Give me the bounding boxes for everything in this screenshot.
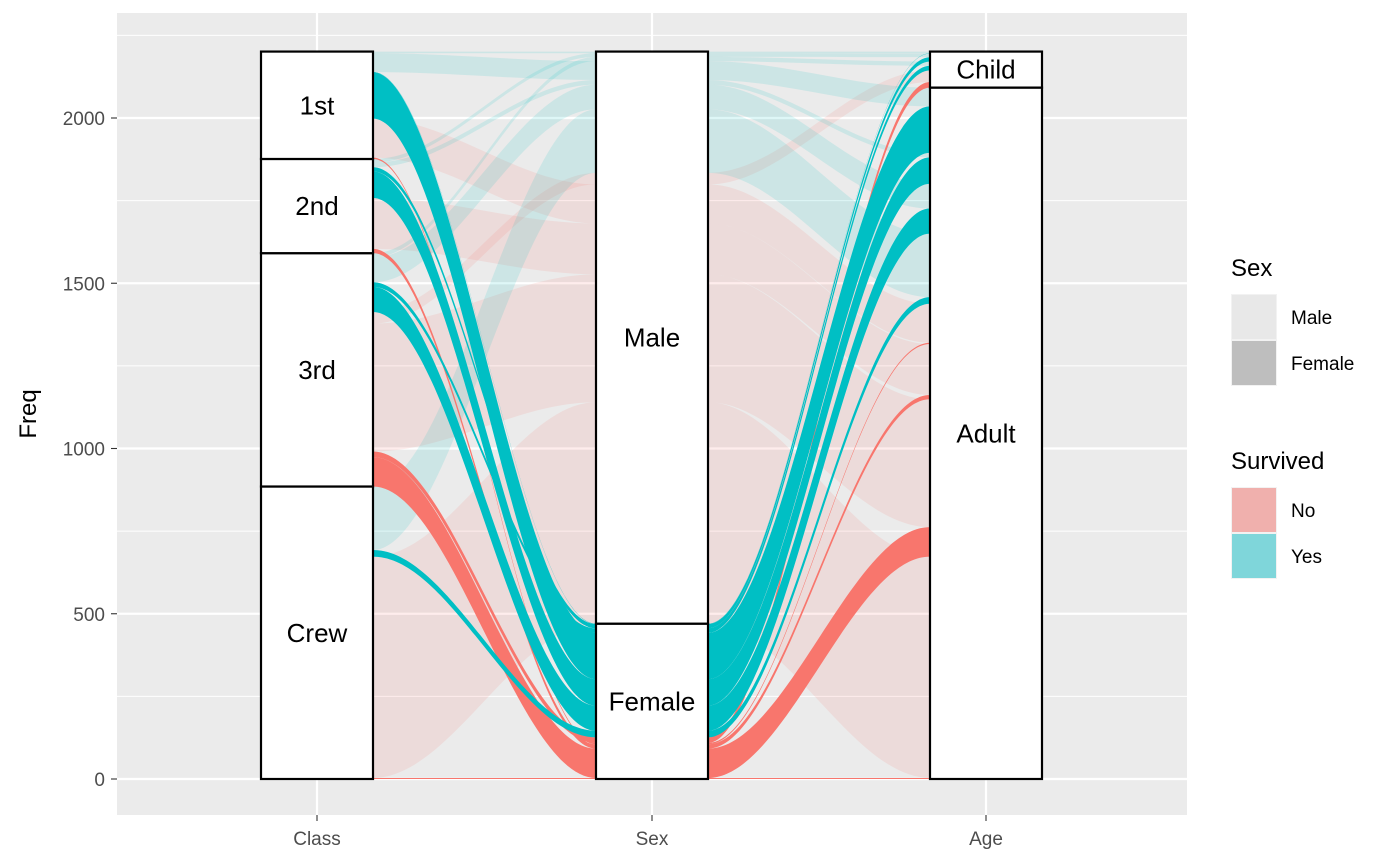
legend-label: Female [1291,354,1354,375]
flow-yes [708,106,930,680]
stratum-label: 1st [300,90,335,120]
background-flow [373,197,596,275]
flow-no [708,527,930,779]
background-flow [708,56,930,66]
legend-title: Survived [1231,448,1324,475]
stratum-label: Male [624,323,680,353]
legend-label: Male [1291,308,1332,329]
flow-yes [373,72,596,680]
foreground-flows [373,53,930,779]
background-flow [373,56,596,258]
stratum-label: Crew [287,618,348,648]
flow-no [708,342,930,745]
background-flow [708,51,930,54]
flow-no [373,457,596,779]
stratum-box [928,50,1044,89]
flow-no [373,451,596,743]
axes: 0 500 1000 1500 2000 Class Sex Age Freq [15,109,1003,850]
background-flow [373,79,596,168]
stratum-label: Female [609,686,696,716]
flow-yes [708,157,930,706]
y-tick-label: 0 [94,770,105,791]
x-tick-label: Class [293,829,341,850]
background-flow [708,402,930,779]
legend-key [1232,534,1276,578]
flow-yes [373,549,596,738]
y-tick-label: 1000 [63,440,105,461]
x-tick-label: Sex [636,829,669,850]
flow-yes [708,57,930,629]
background-flow [373,53,596,80]
stratum-box [259,485,375,781]
stratum-box [594,50,710,625]
legend-label: No [1291,501,1315,522]
flow-yes [373,282,596,633]
legend: Sex Male Female Survived No Yes [1231,255,1354,579]
flow-yes [708,208,930,731]
background-flow [373,118,596,224]
flow-yes [708,53,930,624]
legend-key [1232,488,1276,532]
stratum-box [928,86,1044,781]
background-flow [373,172,596,324]
flow-yes [373,286,596,731]
legend-key [1232,295,1276,339]
background-flow [373,51,596,54]
y-tick-label: 1500 [63,274,105,295]
stratum-label: Adult [956,418,1016,448]
stratum-label: 3rd [298,355,336,385]
legend-label: Yes [1291,547,1322,568]
flow-yes [373,171,596,706]
y-tick-label: 2000 [63,109,105,130]
stratum-box [259,157,375,255]
stratum-label: Child [956,55,1015,85]
background-flow [373,109,596,550]
background-flow [708,53,930,58]
background-flow [708,79,930,158]
background-flow [708,61,930,107]
background-flow [708,70,930,185]
background-flow [373,53,596,163]
y-axis-title: Freq [15,389,42,438]
flow-no [373,778,596,779]
background-flow [373,402,596,779]
flow-no [708,394,930,749]
flow-no [708,778,930,779]
stratum-box [594,622,710,781]
x-tick-label: Age [969,829,1003,850]
flow-yes [708,65,930,633]
stratum-label: 2nd [295,191,338,221]
stratum-box [259,50,375,161]
background-flow [708,84,930,209]
strata: Crew 3rd 2nd 1st Female Male Adult Child [259,50,1044,781]
y-tick-label: 500 [73,605,105,626]
flow-yes [373,72,596,624]
background-flow [373,84,596,283]
flow-yes [708,297,930,738]
legend-key [1232,341,1276,385]
background-flow [708,223,930,395]
legend-title: Sex [1231,255,1272,282]
